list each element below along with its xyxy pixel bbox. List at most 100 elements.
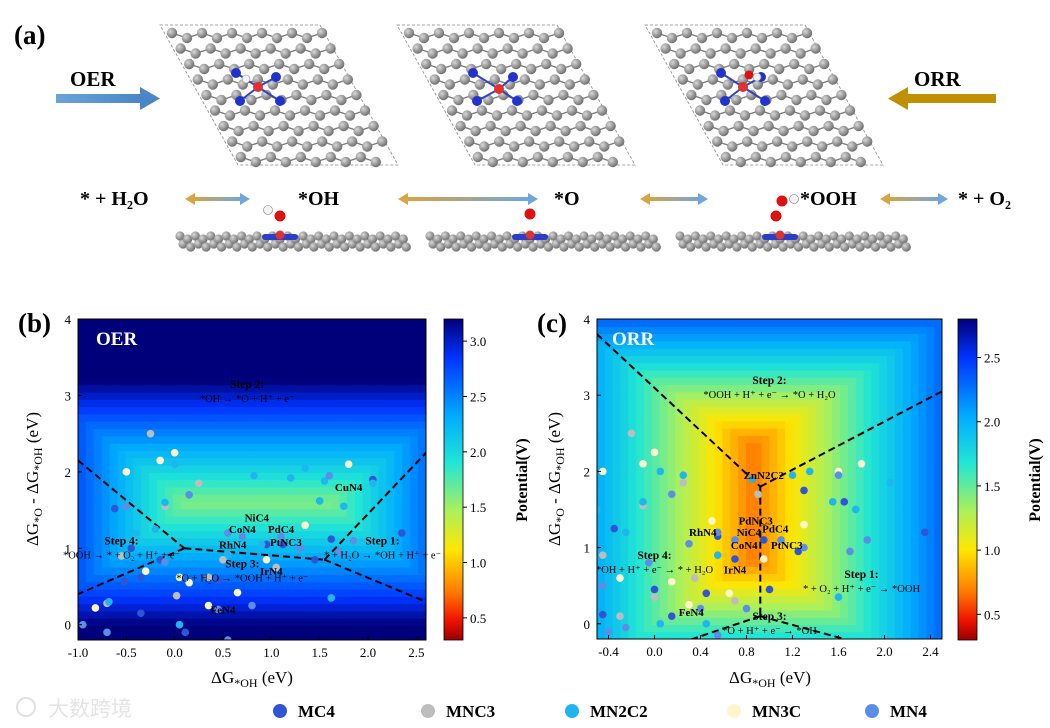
heatmap-cell bbox=[323, 545, 332, 554]
data-point-mn3c bbox=[156, 456, 164, 465]
heatmap-cell bbox=[675, 457, 684, 466]
heatmap-cell bbox=[141, 508, 150, 517]
heatmap-cell bbox=[785, 508, 794, 516]
heatmap-cell bbox=[117, 515, 127, 524]
heatmap-cell bbox=[339, 435, 348, 444]
heatmap-cell bbox=[141, 362, 150, 371]
heatmap-cell bbox=[386, 537, 395, 546]
heatmap-cell bbox=[378, 443, 388, 451]
heatmap-cell bbox=[887, 486, 896, 495]
heatmap-cell bbox=[659, 457, 669, 466]
heatmap-cell bbox=[706, 508, 716, 516]
heatmap-cell bbox=[855, 348, 865, 356]
heatmap-cell bbox=[816, 588, 825, 596]
heatmap-cell bbox=[793, 580, 802, 589]
colorbar-tick-label: 1.5 bbox=[470, 500, 486, 515]
heatmap-cell bbox=[706, 595, 716, 604]
heatmap-cell bbox=[212, 450, 221, 459]
heatmap-cell bbox=[133, 450, 142, 459]
heatmap-cell bbox=[636, 544, 645, 553]
heatmap-cell bbox=[109, 581, 119, 590]
heatmap-cell bbox=[683, 522, 692, 531]
heatmap-cell bbox=[636, 362, 645, 371]
heatmap-cell bbox=[323, 421, 332, 430]
heatmap-cell bbox=[386, 421, 395, 430]
heatmap-cell bbox=[612, 566, 622, 575]
heatmap-cell bbox=[204, 618, 214, 627]
heatmap-cell bbox=[808, 348, 818, 356]
heatmap-cell bbox=[394, 333, 403, 342]
heatmap-cell bbox=[636, 428, 645, 436]
heatmap-cell bbox=[331, 596, 340, 605]
heatmap-cell bbox=[117, 574, 127, 583]
heatmap-cell bbox=[745, 537, 755, 546]
heatmap-cell bbox=[236, 464, 245, 473]
oer-boundary-lines bbox=[78, 452, 426, 603]
heatmap-cell bbox=[644, 348, 653, 356]
heatmap-cell bbox=[785, 624, 794, 633]
heatmap-cell bbox=[212, 464, 221, 473]
heatmap-cell bbox=[918, 355, 927, 364]
data-point-mn4 bbox=[103, 628, 111, 637]
heatmap-cell bbox=[299, 567, 308, 575]
heatmap-cell bbox=[346, 413, 356, 422]
heatmap-cell bbox=[133, 413, 142, 422]
heatmap-cell bbox=[410, 494, 419, 502]
heatmap-cell bbox=[378, 515, 388, 524]
data-point-mn3c bbox=[175, 573, 184, 582]
heatmap-cell bbox=[926, 595, 935, 604]
heatmap-cell bbox=[172, 428, 182, 437]
heatmap-cell bbox=[244, 435, 253, 444]
heatmap-cell bbox=[141, 399, 150, 408]
heatmap-cell bbox=[323, 319, 332, 327]
heatmap-cell bbox=[157, 370, 166, 378]
heatmap-cell bbox=[855, 566, 865, 575]
heatmap-cell bbox=[604, 428, 614, 436]
heatmap-cell bbox=[362, 428, 372, 437]
heatmap-cell bbox=[761, 449, 771, 458]
heatmap-cell bbox=[133, 588, 142, 597]
heatmap-cell bbox=[793, 384, 802, 393]
heatmap-cell bbox=[228, 472, 237, 481]
heatmap-cell bbox=[753, 486, 763, 495]
data-point-mn2c2 bbox=[327, 594, 336, 602]
heatmap-cell bbox=[339, 486, 348, 495]
heatmap-cell bbox=[604, 617, 614, 626]
heatmap-cell bbox=[323, 377, 332, 386]
heatmap-cell bbox=[323, 486, 332, 495]
heatmap-cell bbox=[667, 544, 677, 553]
heatmap-cell bbox=[793, 624, 802, 633]
heatmap-cell bbox=[698, 471, 708, 480]
heatmap-cell bbox=[887, 377, 896, 386]
heatmap-cell bbox=[339, 319, 348, 327]
heatmap-cell bbox=[800, 580, 810, 589]
colorbar-tick-label: 1.5 bbox=[984, 479, 1000, 494]
heatmap-cell bbox=[188, 530, 198, 539]
heatmap-cell bbox=[339, 443, 348, 451]
heatmap-cell bbox=[307, 610, 316, 619]
heatmap-cell bbox=[706, 602, 716, 611]
heatmap-cell bbox=[793, 551, 802, 560]
heatmap-cell bbox=[299, 574, 308, 583]
data-point-mnc3 bbox=[616, 612, 624, 620]
heatmap-cell bbox=[386, 333, 395, 342]
heatmap-cell bbox=[133, 494, 142, 502]
heatmap-cell bbox=[220, 596, 229, 605]
heatmap-cell bbox=[188, 340, 198, 349]
heatmap-cell bbox=[714, 449, 724, 458]
heatmap-cell bbox=[628, 500, 637, 509]
heatmap-cell bbox=[196, 348, 206, 357]
heatmap-cell bbox=[109, 574, 119, 583]
heatmap-cell bbox=[196, 377, 206, 386]
legend: MC4 MNC3 MN2C2 MN3C MN4 bbox=[273, 702, 927, 721]
heatmap-cell bbox=[378, 545, 388, 554]
heatmap-cell bbox=[620, 340, 629, 349]
heatmap-cell bbox=[315, 355, 324, 364]
heatmap-cell bbox=[926, 486, 935, 495]
heatmap-cell bbox=[604, 537, 614, 546]
heatmap-cell bbox=[267, 537, 277, 546]
data-point-mn2c2 bbox=[257, 540, 266, 549]
heatmap-cell bbox=[109, 391, 119, 400]
heatmap-cell bbox=[180, 464, 190, 473]
